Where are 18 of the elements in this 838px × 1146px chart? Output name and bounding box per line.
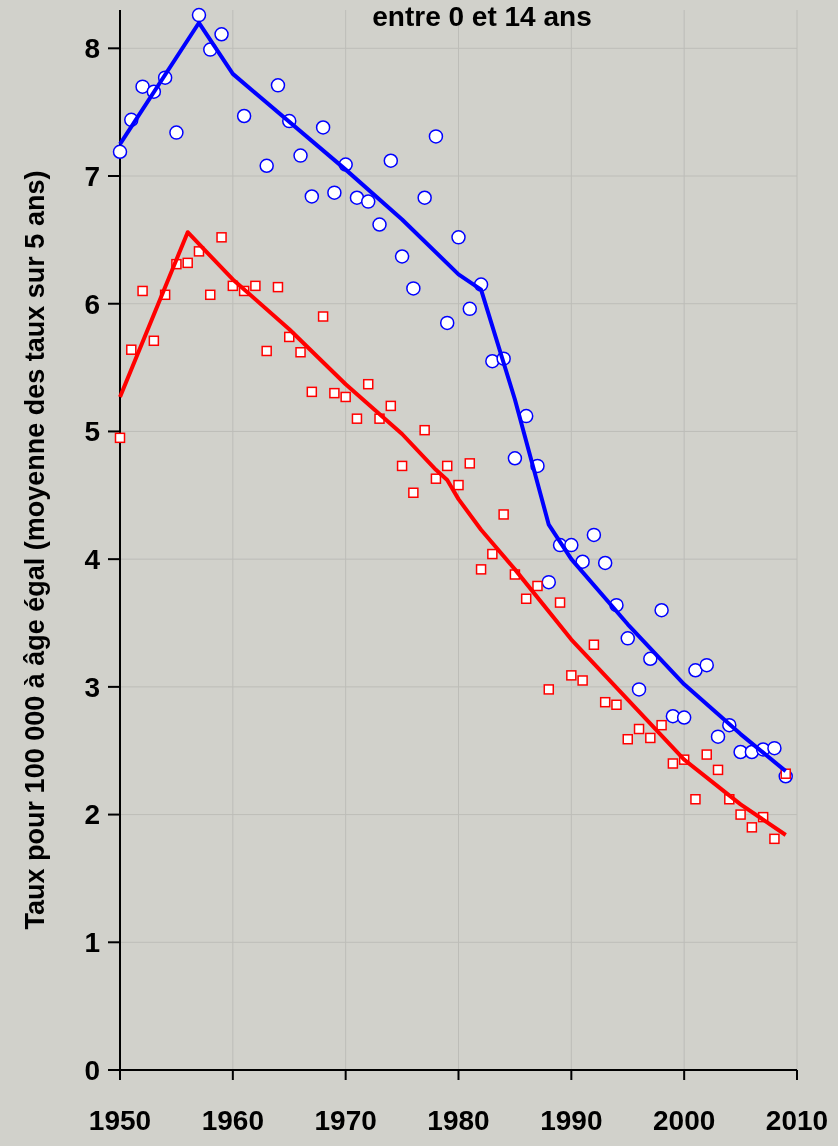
x-tick-label: 2000 bbox=[653, 1105, 716, 1136]
x-tick-label: 2010 bbox=[765, 1105, 829, 1136]
chart-title: entre 0 et 14 ans bbox=[372, 1, 592, 32]
y-tick-label: 0 bbox=[84, 1054, 100, 1086]
y-tick-label: 7 bbox=[84, 160, 100, 192]
x-tick-label: 1960 bbox=[201, 1105, 264, 1136]
y-tick-label: 1 bbox=[84, 927, 100, 959]
y-tick-label: 3 bbox=[84, 671, 100, 703]
y-tick-label: 8 bbox=[84, 33, 100, 65]
x-tick-label: 1980 bbox=[427, 1105, 490, 1136]
y-tick-label: 4 bbox=[84, 543, 101, 575]
x-tick-label: 1970 bbox=[314, 1105, 377, 1136]
y-tick-label: 6 bbox=[84, 288, 100, 320]
y-axis-title: Taux pour 100 000 à âge égal (moyenne des taux sur 5 ans) bbox=[20, 170, 50, 930]
x-tick-label: 1950 bbox=[88, 1105, 152, 1136]
y-tick-label: 2 bbox=[84, 799, 100, 831]
x-tick-label: 1990 bbox=[540, 1105, 603, 1136]
y-tick-label: 5 bbox=[84, 416, 100, 448]
